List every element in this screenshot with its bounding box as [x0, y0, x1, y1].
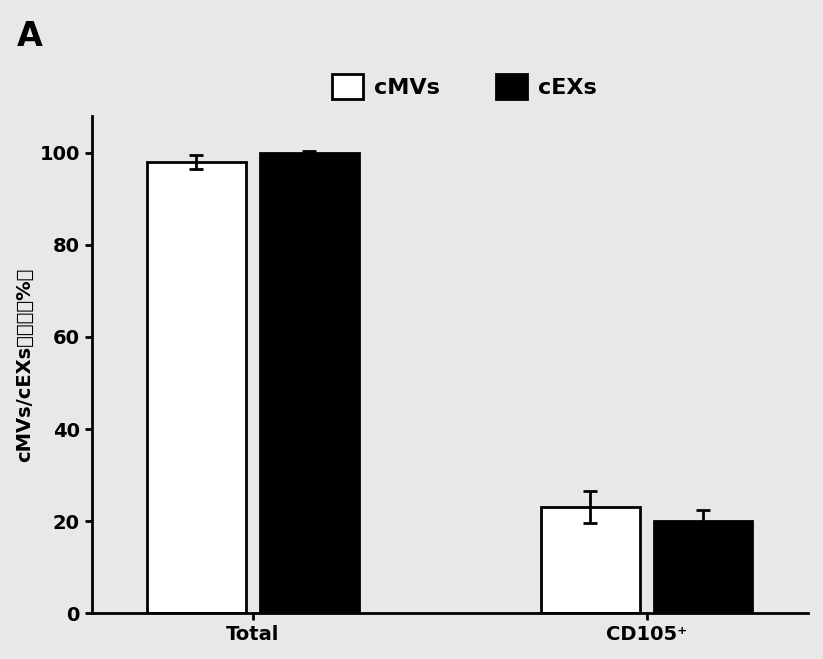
Bar	[147, 162, 246, 613]
Bar	[260, 153, 359, 613]
Bar	[654, 521, 752, 613]
Y-axis label: cMVs/cEXs的纯化（%）: cMVs/cEXs的纯化（%）	[15, 268, 34, 462]
Legend: cMVs, cEXs: cMVs, cEXs	[321, 63, 607, 110]
Bar	[542, 507, 639, 613]
Text: A: A	[16, 20, 42, 53]
